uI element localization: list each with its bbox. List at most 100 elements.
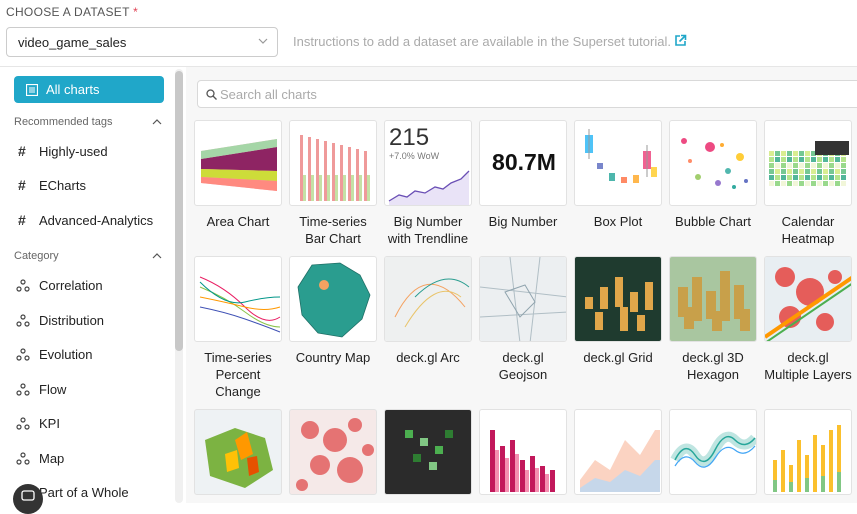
bubble-chart-thumb — [669, 120, 757, 206]
chevron-up-icon[interactable] — [152, 118, 162, 125]
screengrid-thumb — [384, 409, 472, 495]
sidebar-item-map[interactable]: Map — [14, 448, 164, 470]
category-icon — [16, 383, 30, 396]
chart-card-bubble-chart[interactable]: Bubble Chart — [669, 120, 757, 230]
sidebar-item-label: Part of a Whole — [39, 485, 129, 500]
chart-card-geojson[interactable]: deck.gl Geojson — [479, 256, 567, 383]
section-title: Recommended tags — [14, 116, 113, 128]
chart-card-name: Country Map — [295, 350, 371, 365]
big-number-thumb: 80.7M — [479, 120, 567, 206]
chart-card[interactable] — [384, 409, 472, 495]
sidebar-item-label: KPI — [39, 416, 60, 431]
recommended-tags-header[interactable]: Recommended tags — [14, 116, 164, 128]
chart-card-name: Bubble Chart — [675, 214, 751, 229]
chart-card-name: deck.gl Multiple Layers — [764, 350, 852, 382]
section-title: Category — [14, 250, 59, 262]
search-input[interactable] — [220, 86, 620, 103]
big-number-value: 215 — [389, 124, 430, 151]
chart-card-country-map[interactable]: Country Map — [289, 256, 377, 366]
chart-card[interactable] — [764, 409, 852, 495]
chevron-down-icon — [258, 38, 268, 44]
gallery-panel: All charts Recommended tags # Highly-used… — [0, 66, 857, 503]
chart-card-name: deck.gl Arc — [396, 350, 460, 365]
sidebar-item-correlation[interactable]: Correlation — [14, 275, 164, 297]
sidebar-item-all-charts[interactable]: All charts — [14, 76, 164, 103]
band-line-thumb — [669, 409, 757, 495]
hash-icon: # — [18, 177, 26, 193]
sidebar-item-flow[interactable]: Flow — [14, 379, 164, 401]
arc-map-thumb — [384, 256, 472, 342]
box-plot-thumb — [574, 120, 662, 206]
category-icon — [16, 314, 30, 327]
list-icon — [26, 84, 38, 96]
dataset-help-text[interactable]: Instructions to add a dataset are availa… — [293, 34, 687, 49]
sidebar-item-label: Advanced-Analytics — [39, 213, 154, 228]
geojson-thumb — [479, 256, 567, 342]
chart-card-arc-map[interactable]: deck.gl Arc — [384, 256, 472, 366]
hexagon-3d-thumb — [669, 256, 757, 342]
chart-card-trendline[interactable]: 215 +7.0% WoW Big Number with Trendline — [384, 120, 472, 247]
bar-chart-thumb — [289, 120, 377, 206]
chart-card-name: deck.gl Grid — [583, 350, 653, 365]
sidebar-item-evolution[interactable]: Evolution — [14, 344, 164, 366]
chart-card-box-plot[interactable]: Box Plot — [574, 120, 662, 230]
chart-card-name: Time-series Percent Change — [204, 350, 272, 399]
dataset-select[interactable]: video_game_sales — [6, 27, 278, 57]
sidebar: All charts Recommended tags # Highly-used… — [7, 67, 171, 503]
chart-card-name: Box Plot — [593, 214, 643, 229]
sidebar-item-label: Evolution — [39, 347, 93, 362]
stacked-bar-thumb — [764, 409, 852, 495]
search-bar[interactable] — [197, 80, 857, 108]
sidebar-item-label: All charts — [46, 82, 100, 97]
chart-card-bar-chart[interactable]: Time-series Bar Chart — [289, 120, 377, 247]
sidebar-item-advanced-analytics[interactable]: # Advanced-Analytics — [14, 210, 164, 232]
chart-card[interactable] — [669, 409, 757, 495]
chart-card[interactable] — [194, 409, 282, 495]
sidebar-item-label: Correlation — [39, 278, 103, 293]
category-icon — [16, 279, 30, 292]
chart-card-name: Time-series Bar Chart — [299, 214, 367, 246]
chart-card-name: Big Number with Trendline — [387, 214, 469, 246]
chart-card[interactable] — [289, 409, 377, 495]
calendar-heatmap-thumb — [764, 120, 852, 206]
sidebar-item-distribution[interactable]: Distribution — [14, 310, 164, 332]
chart-card-name: Big Number — [488, 214, 558, 229]
grid-3d-thumb — [574, 256, 662, 342]
category-icon — [16, 348, 30, 361]
sidebar-item-echarts[interactable]: # ECharts — [14, 175, 164, 197]
chevron-up-icon[interactable] — [152, 252, 162, 259]
chat-icon[interactable] — [13, 484, 43, 514]
sidebar-item-highly-used[interactable]: # Highly-used — [14, 141, 164, 163]
scrollbar-thumb[interactable] — [175, 71, 183, 351]
chart-card-big-number[interactable]: 80.7M Big Number — [479, 120, 567, 230]
chart-card[interactable] — [574, 409, 662, 495]
chart-card-calendar-heatmap[interactable]: Calendar Heatmap — [764, 120, 852, 247]
sidebar-item-label: Distribution — [39, 313, 105, 328]
chart-card-name: deck.gl 3D Hexagon — [682, 350, 744, 382]
chart-card[interactable] — [479, 409, 567, 495]
sidebar-item-label: ECharts — [39, 178, 86, 193]
scatter-map-thumb — [289, 409, 377, 495]
country-map-thumb — [289, 256, 377, 342]
percent-change-thumb — [194, 256, 282, 342]
category-header[interactable]: Category — [14, 250, 164, 262]
sidebar-item-kpi[interactable]: KPI — [14, 413, 164, 435]
chart-card-name: deck.gl Geojson — [498, 350, 548, 382]
chart-card-name: Calendar Heatmap — [781, 214, 835, 246]
sidebar-scrollbar[interactable] — [175, 69, 183, 503]
chart-card-percent-change[interactable]: Time-series Percent Change — [194, 256, 282, 400]
big-number-value: 80.7M — [492, 149, 556, 175]
chart-card-grid-3d[interactable]: deck.gl Grid — [574, 256, 662, 366]
map-3d-thumb — [194, 409, 282, 495]
search-icon — [206, 89, 217, 100]
chart-card-hexagon-3d[interactable]: deck.gl 3D Hexagon — [669, 256, 757, 383]
grouped-bar-thumb — [479, 409, 567, 495]
category-icon — [16, 452, 30, 465]
chart-card-name: Area Chart — [206, 214, 270, 229]
hash-icon: # — [18, 143, 26, 159]
chart-card-area-chart[interactable]: Area Chart — [194, 120, 282, 230]
multi-layer-map-thumb — [764, 256, 852, 342]
big-number-subtitle: +7.0% WoW — [389, 151, 440, 161]
external-link-icon[interactable] — [674, 34, 687, 47]
chart-card-multi-layer-map[interactable]: deck.gl Multiple Layers — [764, 256, 852, 383]
